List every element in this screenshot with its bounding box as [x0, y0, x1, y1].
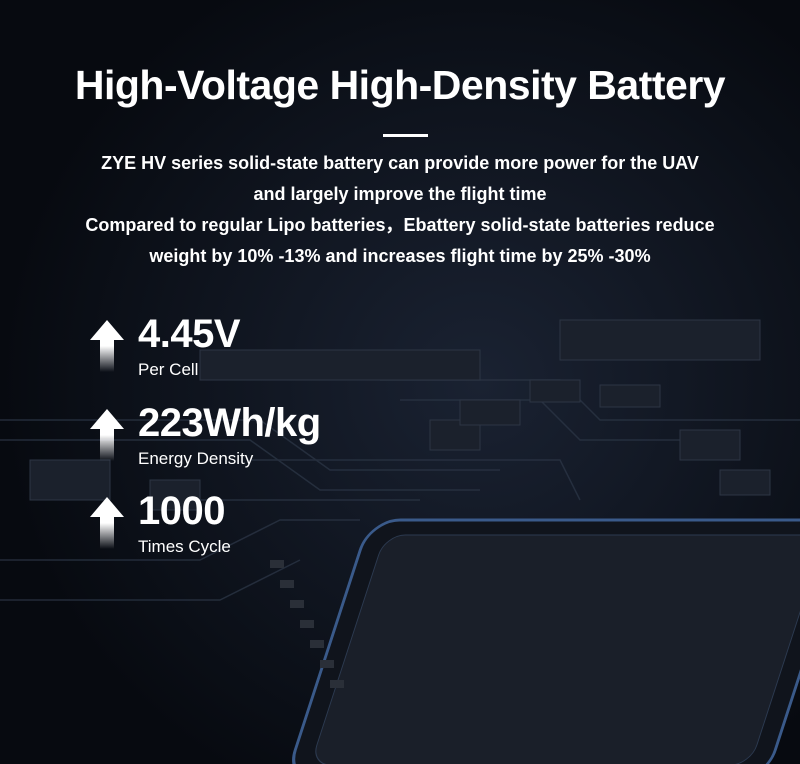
- stat-label: Times Cycle: [138, 537, 231, 556]
- page-title: High-Voltage High-Density Battery: [74, 62, 726, 108]
- description-line: and largely improve the flight time: [253, 184, 547, 204]
- description-line: weight by 10% -13% and increases flight …: [149, 246, 651, 266]
- stat-label: Per Cell: [138, 360, 199, 379]
- arrow-up-icon: [90, 409, 124, 461]
- arrow-up-icon: [90, 320, 124, 372]
- title-divider: [383, 134, 428, 137]
- description-line: ZYE HV series solid-state battery can pr…: [101, 153, 699, 173]
- stat-label: Energy Density: [138, 449, 254, 468]
- description-line: Compared to regular Lipo batteries，Ebatt…: [85, 215, 715, 235]
- stat-value: 1000: [138, 489, 225, 533]
- arrow-up-icon: [90, 497, 124, 549]
- description: ZYE HV series solid-state battery can pr…: [0, 148, 800, 272]
- stat-value: 223Wh/kg: [138, 401, 321, 445]
- stat-value: 4.45V: [138, 312, 241, 356]
